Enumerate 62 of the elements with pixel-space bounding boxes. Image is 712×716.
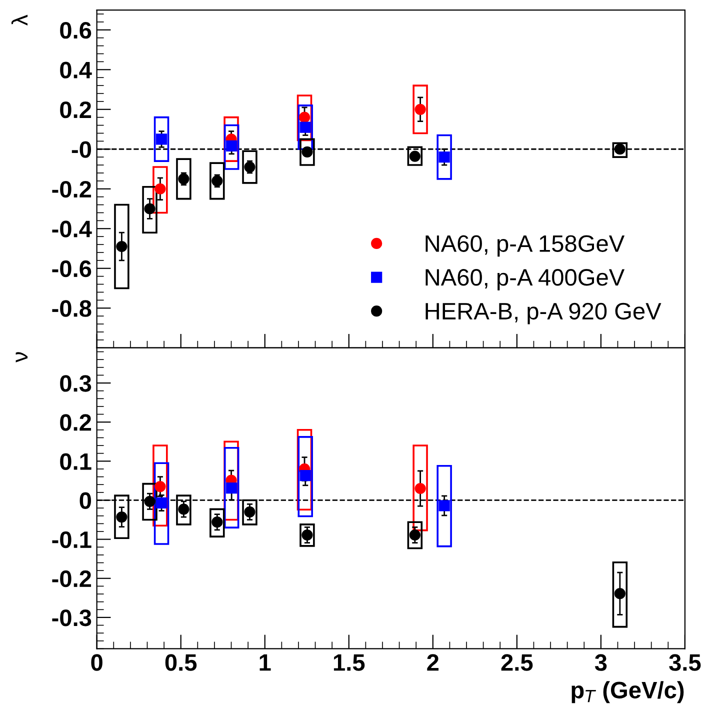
bar [412,84,428,134]
bar [224,446,240,528]
point [614,588,626,600]
legend-label: HERA-B, p-A 920 GeV [426,302,662,324]
x-tick-label: 2.5 [501,654,533,671]
y-tick-label: -0.8 [52,300,92,317]
y-tick-label: 0.3 [60,375,92,392]
point [154,480,166,492]
x-tick-label: 3.5 [669,654,701,671]
point [414,104,426,115]
y-tick-label: 0.6 [60,22,92,39]
bar [298,436,313,518]
y-tick-label: 0.4 [60,62,92,78]
bar [152,166,168,214]
bar [210,508,225,538]
bar [154,116,170,162]
x-tick-label: 1.5 [334,654,365,671]
bar [152,444,168,527]
point [144,203,156,214]
x-tick-label: 2 [427,654,439,671]
bar [612,561,628,628]
legend-label: NA60, p-A 400GeV [426,269,625,290]
bar [224,124,240,170]
bar [154,462,170,545]
bar [436,464,452,548]
bar [210,162,225,200]
x-tick-label: 0.5 [165,654,197,671]
y-tick-label: -0.6 [52,260,92,278]
y-tick-label: -0.1 [52,531,92,548]
bar [300,524,315,547]
y-tick-label: 0 [80,492,92,510]
x-axis-title: p$_{T}$ (GeV/c) [572,681,684,704]
x-tick-label: 1 [260,654,271,671]
point [226,482,238,494]
y-tick-label: 0.2 [60,414,92,431]
y-tick-label: -0.2 [52,570,92,588]
x-tick-label: 0 [91,654,102,671]
bar [224,440,239,521]
point [154,183,166,194]
y-tick-label: -0.4 [52,220,92,238]
bar [412,444,428,532]
point [438,500,450,512]
bar [436,134,452,180]
legend-label: NA60, p-A 158GeV [426,235,625,257]
bar [296,428,312,511]
bar [176,158,192,200]
y-tick-label: -0 [72,141,92,158]
bar [298,104,313,150]
bar [407,521,423,550]
y-tick-label: 0.2 [60,101,92,118]
bar [224,116,239,162]
y-tick-label: -0.3 [52,610,92,626]
y-axis-title: λ [11,14,28,26]
bar [114,204,130,290]
y-axis-title: ν [16,352,28,362]
bar [296,94,312,142]
point [116,240,128,252]
y-tick-label: 0.1 [60,453,92,470]
point [414,482,426,494]
point [300,470,311,482]
x-tick-label: 3 [594,654,607,671]
y-tick-label: -0.2 [52,180,92,198]
